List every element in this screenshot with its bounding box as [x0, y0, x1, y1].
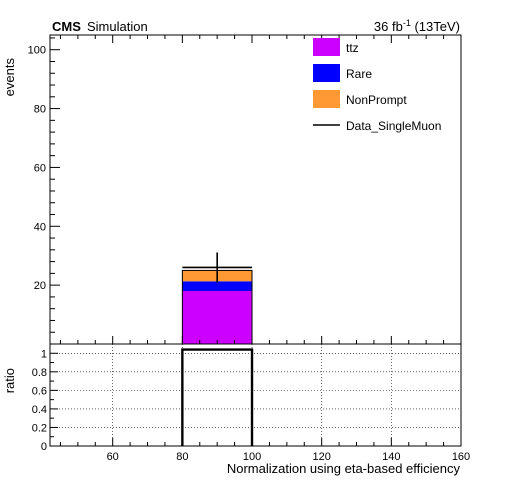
main-ytick-label: 80 — [34, 104, 46, 116]
legend-swatch-nonprompt — [313, 90, 340, 108]
ratio-grid — [50, 344, 462, 447]
ratio-xtick-label: 120 — [312, 451, 330, 463]
main-ytick-label: 60 — [34, 162, 46, 174]
ratio-ytick-label: 0.2 — [32, 422, 47, 434]
lumi-label: 36 fb-1 (13TeV) — [374, 18, 460, 34]
legend-label-nonprompt: NonPrompt — [346, 93, 407, 107]
main-ytick-label: 40 — [34, 221, 46, 233]
main-ylabel: events — [2, 58, 17, 97]
simulation-label: Simulation — [87, 19, 148, 34]
lumi-energy: (13TeV) — [411, 19, 460, 34]
ratio-xtick-label: 100 — [243, 451, 261, 463]
legend-label-rare: Rare — [346, 67, 372, 81]
legend-swatch-ttz — [313, 38, 340, 56]
ratio-ytick-label: 0.6 — [32, 385, 47, 397]
ratio-ytick-label: 0.4 — [32, 404, 47, 416]
ratio-xlabel: Normalization using eta-based efficiency — [227, 461, 461, 476]
bar-ttz — [182, 291, 253, 344]
legend-label-data: Data_SingleMuon — [346, 119, 441, 133]
ratio-xtick-label: 60 — [107, 451, 119, 463]
lumi-value: 36 fb — [374, 19, 403, 34]
legend-label-ttz: ttz — [346, 41, 359, 55]
ratio-ylabel: ratio — [2, 368, 17, 393]
ratio-xtick-label: 80 — [176, 451, 188, 463]
ratio-step — [181, 348, 254, 446]
ratio-xtick-label: 140 — [382, 451, 400, 463]
main-ytick-label: 100 — [28, 45, 46, 57]
main-frame — [49, 34, 462, 345]
main-ytick-label: 20 — [34, 280, 46, 292]
ratio-ytick-label: 0.8 — [32, 367, 47, 379]
ratio-line — [181, 348, 254, 446]
bar-rare — [182, 281, 253, 292]
legend-swatch-rare — [313, 64, 340, 82]
ratio-xtick-label: 160 — [452, 451, 470, 463]
cms-label: CMS — [52, 19, 81, 34]
ratio-ytick-label: 1 — [41, 348, 47, 360]
ratio-ytick-label: 0 — [41, 441, 47, 453]
legend: ttz Rare NonPrompt Data_SingleMuon — [313, 38, 441, 133]
ratio-frame — [49, 343, 462, 447]
main-plot-area: 20 40 60 80 100 ttz Rare NonPrompt Data_SingleM… — [28, 34, 462, 345]
lumi-exponent: -1 — [403, 18, 411, 28]
data-points — [182, 252, 253, 283]
